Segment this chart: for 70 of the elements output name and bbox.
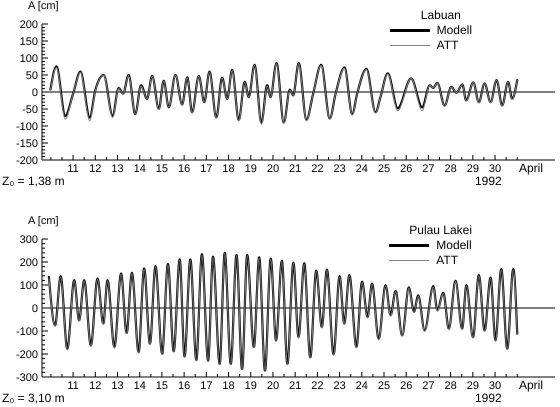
y-tick-label: -300 [16,372,38,384]
y-tick-label: 0 [32,87,38,99]
x-tick-label: 15 [156,163,168,175]
x-tick-label: 18 [222,163,235,175]
legend-title: Pulau Lakei [408,223,472,238]
legend-label: Modell [436,238,472,253]
x-tick-label: 22 [311,380,324,392]
text: Z₀ = 3,10 m [2,391,65,405]
y-tick-label: 100 [20,280,38,292]
x-tick-label: 15 [156,380,168,392]
y-tick-label: 100 [20,53,38,65]
x-tick-label: 16 [178,163,190,175]
x-tick-label: 23 [333,380,346,392]
x-tick-label: 24 [356,380,368,392]
y-tick-label: -100 [16,326,38,338]
x-tick-label: 27 [422,163,435,175]
legend-label: ATT [436,253,458,268]
text: Z₀ = 1,38 m [2,174,65,188]
y-tick-label: 0 [32,303,38,315]
x-tick-label: 20 [266,380,280,392]
y-axis-title: A [cm] [28,0,59,12]
x-tick-label: 11 [67,380,79,392]
x-tick-label: 21 [289,380,302,392]
x-tick-label: 13 [111,380,124,392]
legend-label: ATT [436,38,458,53]
y-tick-label: 200 [20,19,38,31]
y-tick-label: -150 [16,138,38,150]
x-tick-label: 26 [400,163,412,175]
y-tick-label: -100 [16,121,38,133]
x-tick-label: 12 [89,380,102,392]
text: 1992 [475,391,502,405]
x-tick-label: 14 [134,163,146,175]
x-tick-label: 12 [89,163,102,175]
x-tick-label: 13 [111,163,124,175]
y-tick-label: 200 [20,257,38,269]
x-tick-label: 30 [488,163,502,175]
legend-title: Labuan [420,8,462,23]
x-tick-label: 27 [422,380,435,392]
x-tick-label: 29 [466,163,479,175]
x-tick-label: 21 [289,163,302,175]
x-tick-label: 16 [178,380,190,392]
x-tick-label: 23 [333,163,346,175]
y-tick-label: 150 [20,36,38,48]
x-tick-label: 24 [356,163,368,175]
x-tick-label: 22 [311,163,324,175]
x-tick-label: 28 [444,380,457,392]
y-tick-label: -200 [16,155,38,167]
y-axis-title: A [cm] [28,215,59,227]
x-tick-label: 17 [200,163,212,175]
y-tick-label: -50 [22,104,38,116]
x-tick-label: 28 [444,163,457,175]
x-tick-label: 11 [67,163,79,175]
x-tick-label: 25 [378,380,390,392]
x-tick-label: 19 [244,380,257,392]
y-tick-label: 50 [26,70,38,82]
x-axis-title: April [519,161,544,175]
x-tick-label: 18 [222,380,235,392]
x-tick-label: 30 [488,380,502,392]
x-tick-label: 14 [134,380,146,392]
x-axis-title: April [519,378,544,392]
x-tick-label: 25 [378,163,390,175]
x-tick-label: 26 [400,380,412,392]
x-tick-label: 19 [244,163,257,175]
text: 1992 [475,174,502,188]
y-tick-label: -200 [16,349,38,361]
x-tick-label: 17 [200,380,212,392]
legend-label: Modell [436,23,472,38]
y-tick-label: 300 [20,234,38,246]
x-tick-label: 29 [466,380,479,392]
x-tick-label: 20 [266,163,280,175]
